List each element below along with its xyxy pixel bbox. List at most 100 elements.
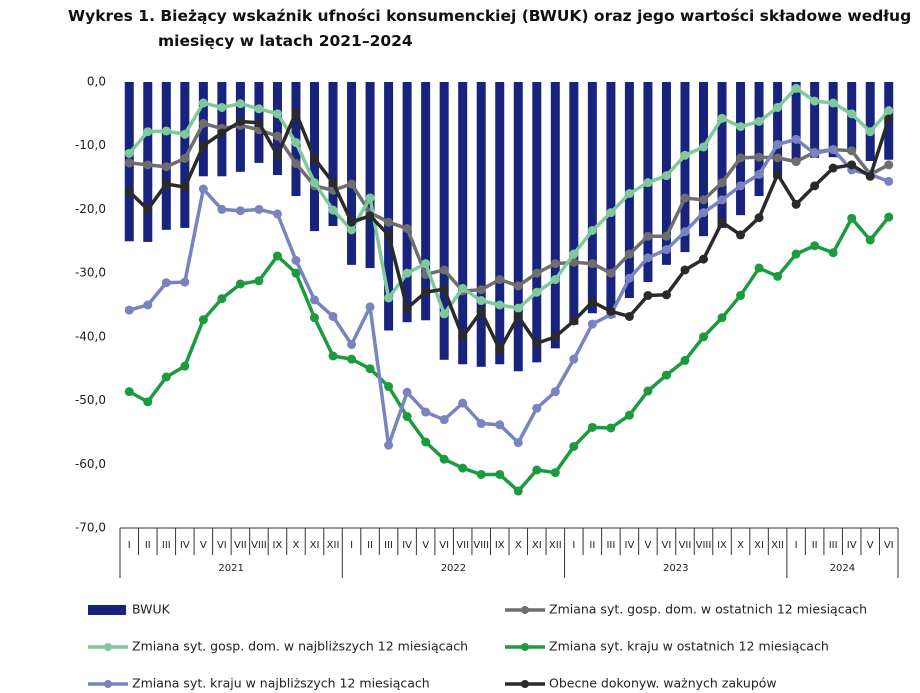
line-marker — [884, 106, 894, 116]
line-marker — [198, 98, 208, 108]
x-tick-label: XII — [771, 540, 784, 551]
line-marker — [458, 398, 468, 408]
bar — [754, 82, 764, 197]
bar — [606, 82, 616, 318]
line-marker — [161, 278, 171, 288]
line-marker — [680, 150, 690, 160]
line-marker — [717, 313, 727, 323]
legend-label: Zmiana syt. kraju w ostatnich 12 miesiąc… — [549, 639, 829, 654]
line-marker — [550, 387, 560, 397]
line-marker — [791, 83, 801, 93]
line-marker — [717, 113, 727, 123]
line-marker — [217, 204, 227, 214]
line-marker — [569, 354, 579, 364]
line-marker — [569, 316, 579, 326]
line-marker — [828, 98, 838, 108]
line-marker — [495, 275, 505, 285]
line-marker — [439, 284, 449, 294]
line-marker — [328, 178, 338, 188]
line-marker — [310, 313, 319, 323]
bar — [476, 82, 486, 367]
legend-label: Zmiana syt. gosp. dom. w najbliższych 12… — [132, 639, 468, 654]
line-marker — [476, 419, 486, 429]
line-marker — [550, 468, 560, 478]
line-marker — [661, 290, 671, 300]
line-marker — [717, 178, 727, 188]
x-tick-label: VI — [662, 540, 672, 551]
line-marker — [865, 235, 875, 245]
x-tick-label: X — [293, 540, 300, 551]
line-marker — [272, 131, 282, 141]
x-tick-label: VI — [884, 540, 894, 551]
line-marker — [847, 109, 857, 119]
legend-swatch — [521, 606, 529, 614]
bar — [810, 82, 820, 158]
line-marker — [569, 441, 579, 451]
line-marker — [421, 287, 431, 297]
line-marker — [699, 195, 708, 205]
bar — [347, 82, 357, 265]
x-tick-label: XI — [754, 540, 764, 551]
line-marker — [513, 281, 523, 291]
line-marker — [217, 294, 227, 304]
line-marker — [476, 306, 486, 316]
line-marker — [458, 332, 468, 342]
line-marker — [198, 184, 208, 194]
line-marker — [884, 212, 894, 222]
bar — [198, 82, 208, 177]
line-marker — [828, 248, 838, 258]
line-marker — [606, 268, 616, 278]
line-marker — [180, 129, 190, 139]
line-marker — [810, 181, 820, 191]
y-tick-label: -70,0 — [75, 521, 106, 535]
bar — [550, 82, 560, 349]
line-marker — [458, 463, 468, 473]
bar — [272, 82, 282, 176]
x-tick-label: VII — [679, 540, 692, 551]
line-marker — [254, 276, 264, 286]
line-marker — [643, 290, 653, 300]
x-tick-label: III — [384, 540, 393, 551]
line-marker — [365, 302, 375, 312]
line-marker — [402, 303, 412, 313]
x-tick-label: IX — [273, 540, 283, 551]
line-series — [128, 215, 891, 493]
line-marker — [384, 440, 394, 450]
line-marker — [235, 99, 245, 109]
line-marker — [699, 332, 708, 342]
line-marker — [310, 178, 319, 188]
line-marker — [217, 128, 227, 138]
line-marker — [439, 309, 449, 319]
line-marker — [680, 265, 690, 275]
line-marker — [143, 127, 153, 137]
line-marker — [550, 332, 560, 342]
line-marker — [161, 162, 171, 172]
line-marker — [736, 230, 746, 240]
legend-swatch — [88, 605, 126, 615]
line-marker — [476, 469, 486, 479]
line-marker — [884, 160, 894, 170]
line-marker — [699, 142, 708, 152]
legend-swatch — [104, 643, 112, 651]
x-tick-label: II — [812, 540, 818, 551]
x-tick-label: V — [200, 540, 207, 551]
y-tick-label: -50,0 — [75, 393, 106, 407]
y-tick-label: -60,0 — [75, 457, 106, 471]
line-marker — [680, 355, 690, 365]
year-label: 2022 — [441, 563, 466, 574]
line-marker — [847, 160, 857, 170]
line-marker — [143, 160, 153, 170]
line-marker — [532, 465, 542, 475]
line-marker — [865, 171, 875, 181]
x-tick-label: IV — [180, 540, 190, 551]
legend-swatch — [104, 680, 112, 688]
bar — [773, 82, 783, 179]
y-tick-label: 0,0 — [87, 75, 106, 89]
line-marker — [328, 351, 338, 361]
line-marker — [550, 275, 560, 285]
line-marker — [365, 211, 375, 221]
line-marker — [717, 195, 727, 205]
line-marker — [791, 157, 801, 167]
line-marker — [365, 193, 375, 203]
x-tick-label: I — [795, 540, 798, 551]
